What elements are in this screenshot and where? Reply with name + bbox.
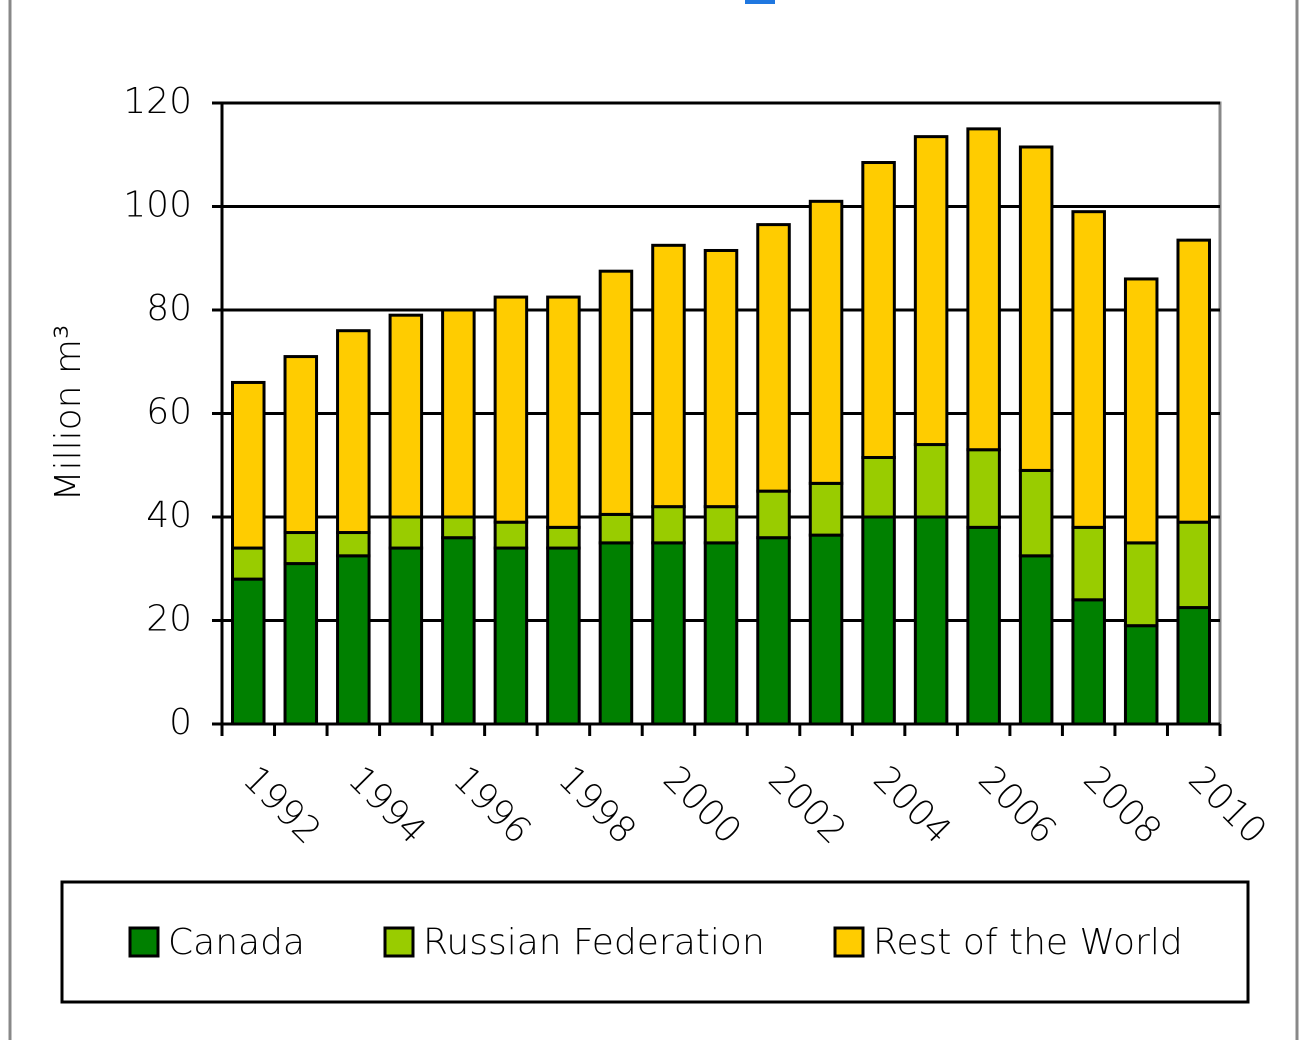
bar-segment bbox=[598, 541, 634, 726]
legend-swatch bbox=[383, 926, 415, 958]
bar-segment bbox=[913, 135, 949, 447]
bar-segment bbox=[651, 541, 686, 726]
bar-segment bbox=[1071, 598, 1106, 726]
bar-segment bbox=[808, 199, 844, 485]
bar-segment bbox=[966, 127, 1001, 452]
bar-segment bbox=[231, 380, 266, 550]
bar-segment bbox=[703, 541, 739, 726]
y-tick-label: 60 bbox=[146, 392, 192, 433]
bar-segment bbox=[808, 481, 844, 537]
bar-segment bbox=[1018, 468, 1054, 558]
bar-segment bbox=[546, 525, 581, 550]
bar-segment bbox=[1018, 554, 1054, 726]
y-tick-label: 80 bbox=[146, 288, 192, 329]
bar-segment bbox=[966, 525, 1001, 726]
bar-segment bbox=[336, 554, 371, 726]
bar-segment bbox=[283, 355, 319, 535]
y-tick-label: 40 bbox=[146, 495, 192, 536]
bar-segment bbox=[966, 448, 1001, 529]
y-axis-label: Million m³ bbox=[48, 325, 89, 502]
bar-segment bbox=[1176, 238, 1211, 524]
bar-segment bbox=[388, 515, 424, 550]
bar-segment bbox=[861, 161, 896, 459]
bar-segment bbox=[756, 489, 791, 540]
bar-segment bbox=[1123, 541, 1159, 628]
bar-segment bbox=[388, 313, 424, 519]
bar-segment bbox=[1018, 145, 1054, 472]
bar-segment bbox=[808, 533, 844, 726]
bar-segment bbox=[598, 512, 634, 545]
bar-segment bbox=[388, 546, 424, 726]
legend-label: Russian Federation bbox=[423, 922, 765, 963]
bar-segment bbox=[703, 505, 739, 545]
bar-segment bbox=[493, 546, 529, 726]
legend-label: Canada bbox=[168, 922, 305, 963]
bar-segment bbox=[231, 546, 266, 581]
cut-title-fragment bbox=[745, 0, 775, 4]
bar-segment bbox=[441, 515, 476, 540]
bar-segment bbox=[283, 562, 319, 726]
y-tick-label: 120 bbox=[123, 81, 192, 122]
bar-segment bbox=[546, 546, 581, 726]
bar-segment bbox=[1123, 624, 1159, 726]
y-tick-label: 100 bbox=[123, 185, 192, 226]
bar-segment bbox=[336, 531, 371, 558]
bar-segment bbox=[493, 295, 529, 524]
bar-segment bbox=[546, 295, 581, 529]
bar-segment bbox=[493, 520, 529, 550]
bar-segment bbox=[861, 515, 896, 726]
bar-segment bbox=[1176, 606, 1211, 726]
bar-segment bbox=[598, 269, 634, 516]
bar-segment bbox=[861, 455, 896, 519]
bar-segment bbox=[1071, 525, 1106, 602]
y-tick-label: 0 bbox=[169, 702, 192, 743]
legend-swatch bbox=[128, 926, 160, 958]
legend-swatch bbox=[833, 926, 865, 958]
legend-label: Rest of the World bbox=[873, 922, 1183, 963]
bar-segment bbox=[336, 329, 371, 535]
bar-segment bbox=[283, 531, 319, 566]
bar-segment bbox=[756, 223, 791, 493]
bar-segment bbox=[651, 505, 686, 545]
bar-segment bbox=[1123, 277, 1159, 545]
bar-segment bbox=[756, 536, 791, 726]
bar-segment bbox=[231, 577, 266, 726]
bar-segment bbox=[1071, 210, 1106, 529]
bar-segment bbox=[913, 443, 949, 519]
bar-segment bbox=[441, 308, 476, 519]
legend bbox=[60, 880, 1250, 1004]
bar-segment bbox=[441, 536, 476, 726]
bar-segment bbox=[913, 515, 949, 726]
bar-segment bbox=[651, 243, 686, 509]
bar-segment bbox=[703, 248, 739, 509]
bar-segment bbox=[1176, 520, 1211, 610]
y-tick-label: 20 bbox=[146, 599, 192, 640]
